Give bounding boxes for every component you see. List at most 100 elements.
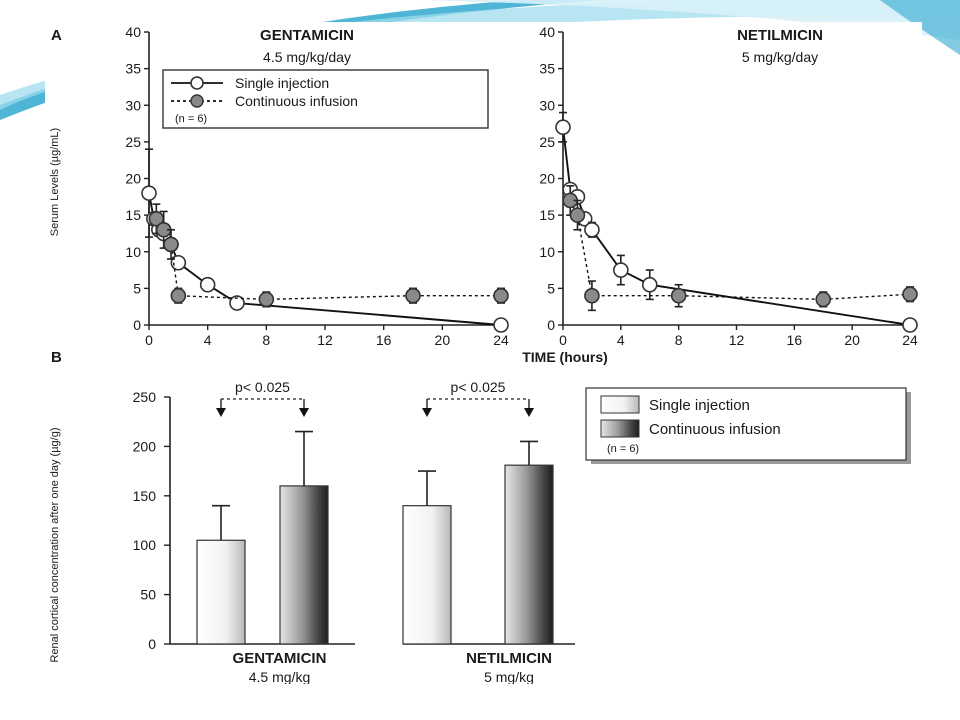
continuous-infusion-bar <box>279 485 329 645</box>
gentamicin-continuous-point <box>493 287 509 304</box>
legend-b-cont-label: Continuous infusion <box>649 421 781 438</box>
gentamicin-xtick-label: 12 <box>317 332 333 348</box>
single-injection-bar <box>196 539 246 645</box>
continuous-infusion-bar <box>504 464 554 645</box>
netilmicin-xtick-label: 12 <box>729 332 745 348</box>
gentamicin-ytick-label: 20 <box>125 171 141 187</box>
renal-ytick-label: 250 <box>133 389 157 405</box>
netilmicin-xtick-label: 0 <box>559 332 567 348</box>
gentamicin-continuous-point <box>405 287 421 304</box>
gentamicin-continuous-point <box>258 291 275 308</box>
netilmicin-xtick-label: 24 <box>902 332 918 348</box>
legend-b-single-label: Single injection <box>649 397 750 414</box>
group-dose: 5 mg/kg <box>484 669 534 684</box>
group-label: NETILMICIN <box>466 650 552 667</box>
netilmicin-continuous-point <box>584 287 600 304</box>
netilmicin-ytick-label: 10 <box>539 244 555 260</box>
significance-arrow-head <box>216 408 226 417</box>
panel-b-letter: B <box>51 349 62 366</box>
netilmicin-xtick-label: 4 <box>617 332 625 348</box>
significance-arrow-head <box>422 408 432 417</box>
panel-a-letter: A <box>51 27 62 44</box>
gentamicin-continuous-point <box>170 287 187 304</box>
renal-ylabel: Renal cortical concentration after one d… <box>49 427 61 662</box>
figure: A B GENTAMICIN 4.5 mg/kg/day NETILMICIN … <box>45 22 922 684</box>
gentamicin-dose: 4.5 mg/kg/day <box>263 49 351 65</box>
legend-a-n: (n = 6) <box>175 113 207 125</box>
gentamicin-single-point <box>199 276 216 293</box>
gentamicin-xtick-label: 8 <box>262 332 270 348</box>
p-value-label: p< 0.025 <box>235 379 290 395</box>
netilmicin-ytick-label: 20 <box>539 171 555 187</box>
single-injection-bar <box>402 505 452 645</box>
legend-a-single-label: Single injection <box>235 75 329 91</box>
netilmicin-dose: 5 mg/kg/day <box>742 49 818 65</box>
gentamicin-ytick-label: 5 <box>133 280 141 296</box>
significance-arrow-head <box>524 408 534 417</box>
netilmicin-ytick-label: 35 <box>539 61 555 77</box>
gentamicin-single-point <box>229 295 245 311</box>
netilmicin-continuous-point <box>569 207 586 223</box>
group-label: GENTAMICIN <box>233 650 327 667</box>
gentamicin-ytick-label: 15 <box>125 207 141 223</box>
netilmicin-ytick-label: 40 <box>539 24 555 40</box>
legend-a: Single injection Continuous infusion (n … <box>162 69 489 129</box>
renal-ytick-label: 0 <box>148 636 156 652</box>
legend-b-n: (n = 6) <box>607 443 639 455</box>
gentamicin-xtick-label: 4 <box>204 332 212 348</box>
gentamicin-xtick-label: 16 <box>376 332 392 348</box>
legend-b-single-swatch <box>600 395 640 414</box>
netilmicin-xtick-label: 16 <box>787 332 803 348</box>
gentamicin-ytick-label: 35 <box>125 61 141 77</box>
gentamicin-xtick-label: 0 <box>145 332 153 348</box>
netilmicin-single-point <box>555 119 571 136</box>
netilmicin-ytick-label: 5 <box>547 280 555 296</box>
netilmicin-xtick-label: 8 <box>675 332 683 348</box>
netilmicin-title: NETILMICIN <box>737 27 823 44</box>
gentamicin-xtick-label: 20 <box>435 332 451 348</box>
legend-b: Single injection Continuous infusion (n … <box>585 387 911 464</box>
netilmicin-ytick-label: 15 <box>539 207 555 223</box>
legend-a-cont-label: Continuous infusion <box>235 93 358 109</box>
p-value-label: p< 0.025 <box>451 379 506 395</box>
netilmicin-ytick-label: 0 <box>547 317 555 333</box>
netilmicin-continuous-point <box>670 287 687 304</box>
gentamicin-ytick-label: 40 <box>125 24 141 40</box>
netilmicin-single-point <box>902 317 918 333</box>
netilmicin-ytick-label: 25 <box>539 134 555 150</box>
netilmicin-continuous-point <box>902 286 918 303</box>
legend-a-cont-marker <box>190 94 204 108</box>
netilmicin-ytick-label: 30 <box>539 97 555 113</box>
legend-a-box <box>162 69 489 129</box>
gentamicin-ytick-label: 30 <box>125 97 141 113</box>
group-dose: 4.5 mg/kg <box>249 669 310 684</box>
serum-chart-netilmicin: 0 5 10 15 20 25 30 35 40 0 4 8 12 16 20 24 <box>539 24 918 348</box>
pharmacokinetics-figure: A B GENTAMICIN 4.5 mg/kg/day NETILMICIN … <box>49 24 918 684</box>
serum-ylabel: Serum Levels (µg/mL) <box>49 128 61 236</box>
gentamicin-single-line <box>148 192 502 326</box>
legend-b-cont-swatch <box>600 419 640 438</box>
renal-ytick-label: 50 <box>140 587 156 603</box>
gentamicin-ytick-label: 0 <box>133 317 141 333</box>
netilmicin-single-point <box>584 221 600 238</box>
gentamicin-ytick-label: 10 <box>125 244 141 260</box>
swoosh-pale <box>420 0 960 40</box>
renal-ytick-label: 150 <box>133 488 157 504</box>
gentamicin-xtick-label: 24 <box>493 332 509 348</box>
gentamicin-single-point <box>141 185 157 201</box>
serum-chart-gentamicin: 0 5 10 15 20 25 30 35 40 0 4 8 12 16 20 24 <box>125 24 509 348</box>
gentamicin-continuous-point <box>163 236 179 253</box>
significance-arrow-head <box>299 408 309 417</box>
netilmicin-xtick-label: 20 <box>844 332 860 348</box>
renal-ytick-label: 100 <box>133 537 157 553</box>
gentamicin-ytick-label: 25 <box>125 134 141 150</box>
netilmicin-continuous-point <box>815 291 832 308</box>
gentamicin-title: GENTAMICIN <box>260 27 354 44</box>
renal-bar-chart: 0 50 100 150 200 250 p< 0.025 GENTAMICIN 4.5 mg/… <box>133 379 575 684</box>
renal-ytick-label: 200 <box>133 438 157 454</box>
time-xlabel: TIME (hours) <box>522 349 608 365</box>
netilmicin-single-point <box>613 262 629 278</box>
legend-a-single-marker <box>190 76 204 90</box>
gentamicin-single-point <box>493 317 509 333</box>
netilmicin-single-point <box>641 276 658 293</box>
